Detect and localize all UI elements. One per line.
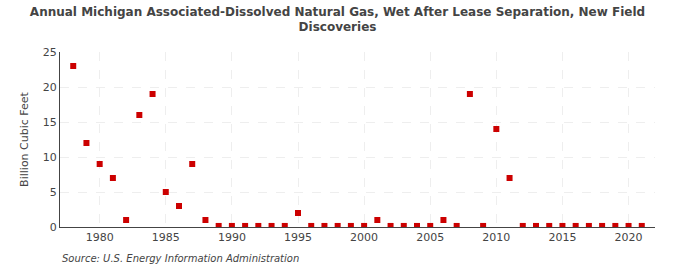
svg-text:1995: 1995 bbox=[284, 231, 312, 244]
svg-text:25: 25 bbox=[43, 46, 57, 59]
svg-text:20: 20 bbox=[43, 81, 57, 94]
svg-text:2000: 2000 bbox=[350, 231, 378, 244]
svg-text:2005: 2005 bbox=[416, 231, 444, 244]
svg-text:1985: 1985 bbox=[152, 231, 180, 244]
svg-text:2020: 2020 bbox=[615, 231, 643, 244]
svg-text:2015: 2015 bbox=[548, 231, 576, 244]
svg-text:15: 15 bbox=[43, 116, 57, 129]
svg-text:0: 0 bbox=[50, 221, 57, 234]
svg-text:1990: 1990 bbox=[218, 231, 246, 244]
svg-text:5: 5 bbox=[50, 186, 57, 199]
svg-text:Billion Cubic Feet: Billion Cubic Feet bbox=[18, 91, 31, 186]
svg-text:2010: 2010 bbox=[482, 231, 510, 244]
svg-text:Source: U.S. Energy Informatio: Source: U.S. Energy Information Administ… bbox=[62, 253, 299, 264]
svg-text:Annual Michigan Associated-Dis: Annual Michigan Associated-Dissolved Nat… bbox=[30, 5, 645, 35]
svg-text:10: 10 bbox=[43, 151, 57, 164]
svg-text:1980: 1980 bbox=[86, 231, 114, 244]
